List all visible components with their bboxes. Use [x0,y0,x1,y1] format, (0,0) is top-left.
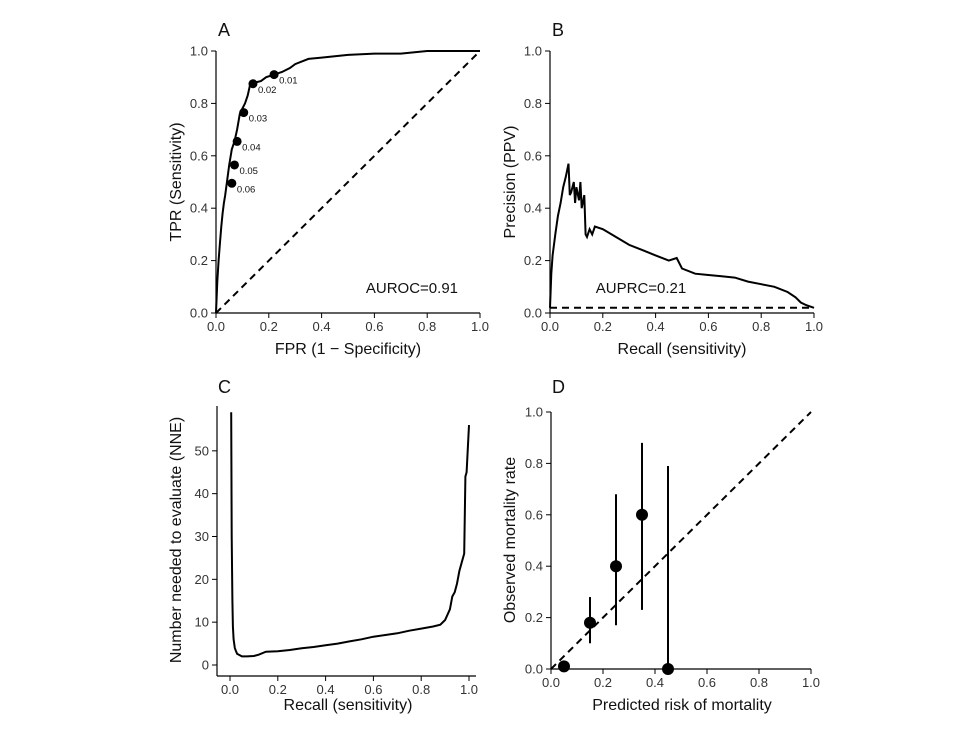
panel-b-auprc-label: AUPRC=0.21 [596,280,686,297]
panel-a-xlabel: FPR (1 − Specificity) [275,341,421,358]
panel-b-x-tick-label: 0.6 [699,319,717,334]
panel-c-y-tick-label: 20 [195,572,209,587]
panel-c-marks: 0.0 0.2 0.4 0.6 0.8 1.0 0 10 20 30 40 50 [195,406,478,697]
panel-c-letter: C [218,377,231,397]
panel-a-point [227,178,237,188]
panel-a-point [248,79,258,89]
panel-a-x-tick-label: 1.0 [471,319,489,334]
panel-d-marks: 0.0 0.2 0.4 0.6 0.8 1.0 0.0 0.2 0.4 0.6 0.8 1.0 [525,405,820,691]
panel-a-curve [215,50,480,314]
panel-a-point [232,136,242,146]
panel-a-point [239,108,249,118]
panel-d-x-tick-label: 0.2 [594,675,612,690]
panel-a-ylabel: TPR (Sensitivity) [168,122,185,241]
panel-d-point [636,508,648,521]
panel-a-point [229,160,239,170]
panel-c-x-tick-label: 1.0 [460,682,478,697]
panel-a-marks: 0.0 0.2 0.4 0.6 0.8 1.0 0.0 0.2 0.4 0.6 0.8 1.0 0.01… [190,44,489,335]
panel-d-x-tick-label: 0.8 [750,675,768,690]
panel-a-threshold-label: 0.03 [249,114,268,125]
panel-d-point [662,663,674,675]
panel-d-x-tick-label: 0.0 [542,675,560,690]
panel-c-x-tick-label: 0.0 [221,682,239,697]
panel-d-point [584,616,596,629]
panel-c-y-tick-label: 50 [195,443,209,458]
panel-a-y-tick-label: 0.2 [190,253,208,268]
panel-b-y-tick-label: 0.4 [524,201,542,216]
panel-d-xlabel: Predicted risk of mortality [592,697,772,714]
panel-c-x-tick-label: 0.6 [364,682,382,697]
panel-b-xlabel: Recall (sensitivity) [618,341,747,358]
panel-a-letter: A [218,20,230,40]
panel-c-x-tick-label: 0.4 [317,682,335,697]
panel-c: 0.0 0.2 0.4 0.6 0.8 1.0 0 10 20 30 40 50 Recall (se… [168,406,478,714]
panel-a-x-tick-label: 0.0 [207,319,225,334]
panel-b-x-tick-label: 1.0 [805,319,823,334]
panel-b-x-tick-label: 0.0 [541,319,559,334]
panel-a: 0.0 0.2 0.4 0.6 0.8 1.0 0.0 0.2 0.4 0.6 0.8 1.0 0.01… [168,44,489,359]
panel-b: 0.0 0.2 0.4 0.6 0.8 1.0 0.0 0.2 0.4 0.6 0.8 1.0 Rec… [502,44,823,359]
panel-b-x-tick-label: 0.4 [647,319,665,334]
panel-a-threshold-label: 0.05 [239,166,257,177]
panel-c-x-tick-label: 0.8 [412,682,430,697]
panel-d-x-tick-label: 0.6 [698,675,716,690]
panel-a-threshold-label: 0.01 [279,76,298,87]
panel-b-y-tick-label: 0.8 [524,96,542,111]
panel-a-auroc-label: AUROC=0.91 [366,280,458,297]
panel-b-x-tick-label: 0.2 [594,319,612,334]
panel-a-y-tick-label: 0.0 [190,306,208,321]
panel-d-point [610,560,622,573]
panel-c-y-tick-label: 30 [195,529,209,544]
panel-a-threshold-label: 0.06 [237,184,256,195]
panel-b-marks: 0.0 0.2 0.4 0.6 0.8 1.0 0.0 0.2 0.4 0.6 0.8 1.0 [524,44,823,335]
panel-d-ylabel: Observed mortality rate [502,457,519,623]
panel-a-y-tick-label: 0.8 [190,96,208,111]
panel-a-x-tick-label: 0.8 [418,319,436,334]
panel-b-y-tick-label: 0.6 [524,148,542,163]
panel-c-ylabel: Number needed to evaluate (NNE) [168,417,185,663]
panel-a-y-tick-label: 0.4 [190,201,208,216]
panel-d-x-tick-label: 1.0 [802,675,820,690]
panel-b-letter: B [552,20,564,40]
panel-a-y-tick-label: 1.0 [190,44,208,59]
panel-c-xlabel: Recall (sensitivity) [284,697,413,714]
panel-c-y-tick-label: 40 [195,486,209,501]
panel-c-y-tick-label: 10 [195,615,209,630]
panel-a-x-tick-label: 0.4 [313,319,331,334]
panel-a-y-tick-label: 0.6 [190,148,208,163]
panel-d-point [558,660,570,673]
panel-a-threshold-label: 0.04 [242,142,261,153]
panel-b-x-tick-label: 0.8 [752,319,770,334]
panel-a-x-tick-label: 0.6 [365,319,383,334]
panel-a-reference-line [215,50,481,314]
panel-c-curve [230,412,470,658]
panel-d-y-tick-label: 0.4 [525,559,543,574]
panel-d-y-tick-label: 0.8 [525,456,543,471]
panel-d-y-tick-label: 0.2 [525,610,543,625]
panel-d-letter: D [552,377,565,397]
panel-c-y-tick-label: 0 [202,658,209,673]
panel-c-x-tick-label: 0.2 [269,682,287,697]
panel-b-y-tick-label: 0.2 [524,253,542,268]
panel-a-point [269,70,279,80]
panel-d-x-tick-label: 0.4 [646,675,664,690]
panel-a-threshold-label: 0.02 [258,85,277,96]
panel-b-y-tick-label: 0.0 [524,306,542,321]
panel-b-ylabel: Precision (PPV) [502,126,519,239]
panel-b-curve [549,163,815,309]
panel-b-y-tick-label: 1.0 [524,44,542,59]
panel-d-y-tick-label: 0.0 [525,662,543,677]
panel-a-x-tick-label: 0.2 [260,319,278,334]
panel-d: 0.0 0.2 0.4 0.6 0.8 1.0 0.0 0.2 0.4 0.6 0.8 1.0 Pre… [502,405,820,715]
panel-d-y-tick-label: 1.0 [525,405,543,420]
panel-d-y-tick-label: 0.6 [525,507,543,522]
